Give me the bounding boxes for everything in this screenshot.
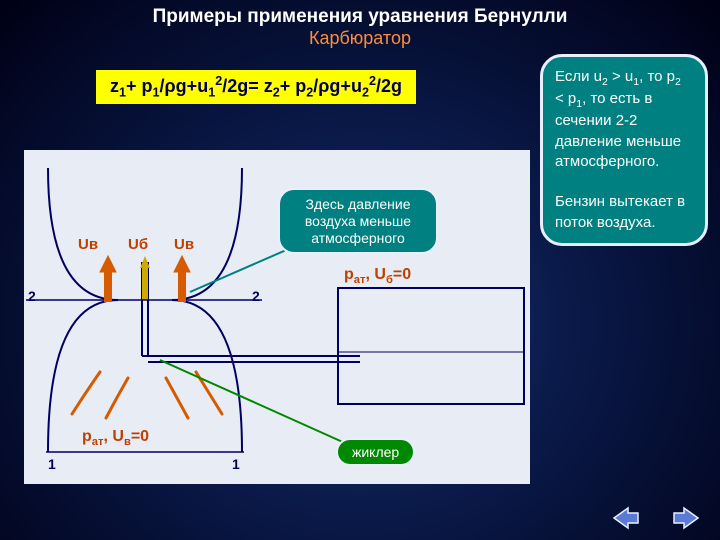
label-ub: Uб — [128, 236, 148, 253]
section-2-left: 2 — [28, 288, 36, 304]
explanation-callout: Если u2 > u1, то p2 < p1, то есть в сече… — [540, 54, 708, 246]
page-title: Примеры применения уравнения Бернулли — [0, 0, 720, 28]
prev-button[interactable] — [612, 506, 640, 530]
page-subtitle: Карбюратор — [0, 28, 720, 49]
p-atm-top: pат, Uб=0 — [344, 266, 411, 286]
next-button[interactable] — [672, 506, 700, 530]
pressure-note: Здесь давление воздуха меньше атмосферно… — [278, 188, 438, 254]
bernoulli-equation: z1+ p1/ρg+u12/2g= z2+ p2/ρg+u22/2g — [96, 70, 416, 104]
section-1-right: 1 — [232, 456, 240, 472]
section-2-right: 2 — [252, 288, 260, 304]
section-1-left: 1 — [48, 456, 56, 472]
label-uv-left: Uв — [78, 236, 98, 253]
p-atm-bottom: pат, Uв=0 — [82, 428, 149, 448]
jet-label: жиклер — [336, 438, 415, 466]
label-uv-right: Uв — [174, 236, 194, 253]
